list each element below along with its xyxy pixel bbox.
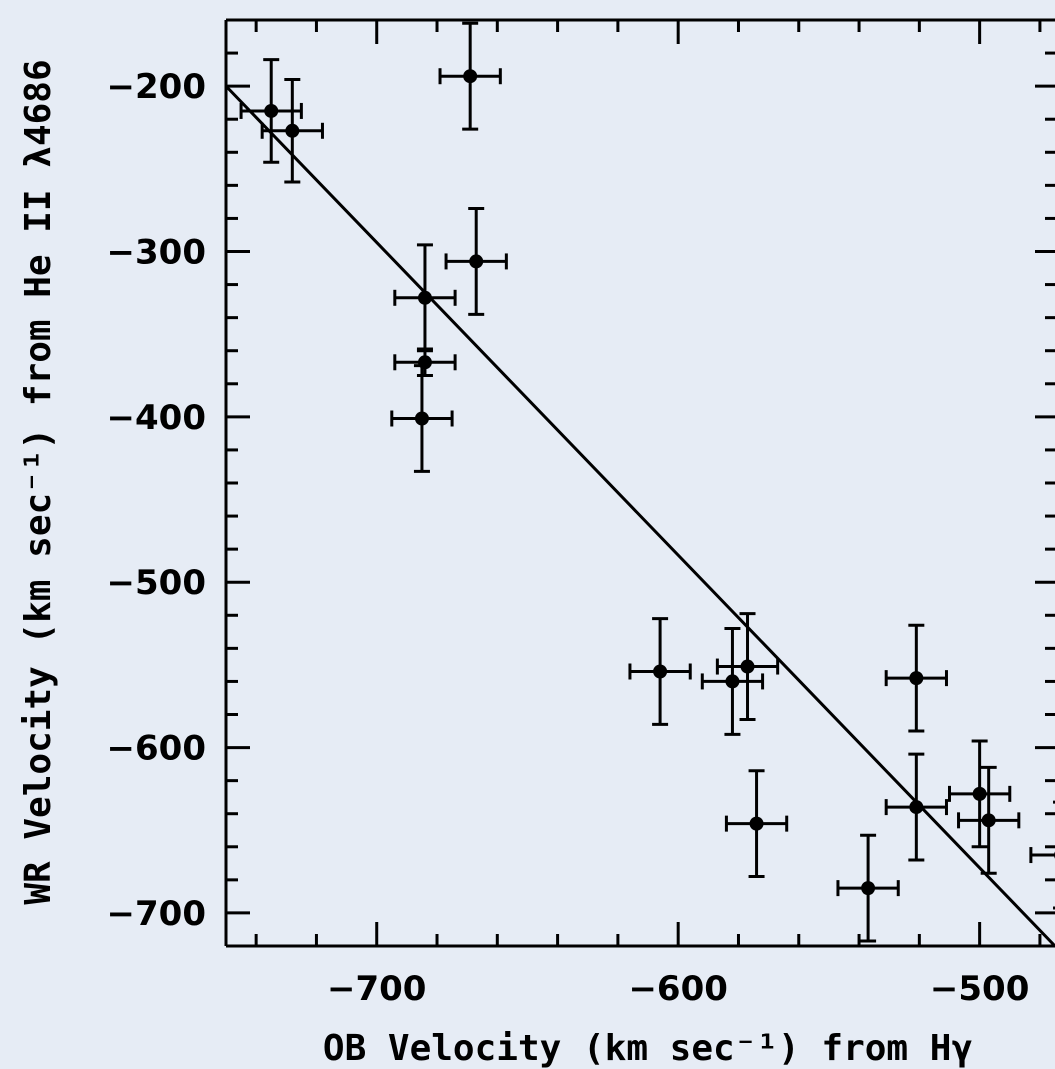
y-axis-label: WR Velocity (km sec⁻¹) from He II λ4686 [18, 59, 59, 904]
data-point [884, 752, 948, 862]
data-point [393, 347, 457, 378]
data-point-marker [463, 69, 478, 84]
data-point [393, 243, 457, 353]
data-point-marker [725, 674, 740, 689]
plot-area [224, 18, 1055, 948]
data-point-marker [653, 664, 668, 679]
data-point [947, 739, 1012, 849]
data-point [836, 833, 900, 943]
data-point [884, 623, 948, 733]
data-point-marker [972, 786, 987, 801]
plot-contents [226, 21, 1055, 946]
data-point-marker [981, 813, 996, 828]
data-point-marker [417, 355, 432, 370]
x-tick-labels: −700 −600 −500 [327, 969, 1029, 1009]
data-point [260, 78, 324, 184]
data-point-marker [861, 881, 876, 896]
data-point [390, 364, 454, 473]
data-point-marker [749, 816, 764, 831]
data-point-marker [740, 659, 755, 674]
data-point-marker [417, 290, 432, 305]
data-point-marker [909, 800, 924, 815]
y-tick-label: −300 [107, 233, 206, 273]
y-tick-label: −200 [107, 67, 206, 107]
y-tick-label: −400 [107, 398, 206, 438]
data-point [724, 769, 789, 879]
data-point-marker [264, 103, 279, 118]
y-tick-labels: −200 −300 −400 −500 −600 −700 [107, 67, 206, 934]
x-tick-label: −500 [930, 969, 1029, 1009]
y-tick-label: −500 [107, 563, 206, 603]
x-ticks [254, 20, 1042, 946]
x-axis-label: OB Velocity (km sec⁻¹) from Hγ [323, 1028, 973, 1069]
data-point [715, 612, 780, 721]
data-point-marker [909, 671, 924, 686]
x-tick-label: −600 [628, 969, 727, 1009]
data-point-marker [285, 123, 300, 138]
y-ticks [226, 18, 1055, 948]
data-point-marker [414, 411, 429, 426]
data-point [239, 58, 303, 164]
data-point [957, 765, 1021, 875]
data-point [438, 21, 502, 131]
data-point [700, 627, 765, 736]
data-point-marker [469, 254, 484, 269]
data-point [628, 617, 692, 726]
data-point [444, 207, 508, 316]
y-tick-label: −600 [107, 729, 206, 769]
x-tick-label: −700 [327, 969, 426, 1009]
y-tick-label: −700 [107, 894, 206, 934]
